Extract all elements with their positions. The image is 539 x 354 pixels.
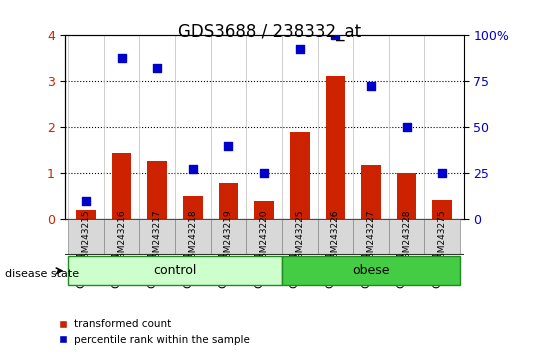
Point [295,46,304,52]
Text: GSM243275: GSM243275 [438,210,447,264]
Bar [361,165,381,219]
Point [402,125,411,130]
FancyBboxPatch shape [140,219,175,255]
FancyBboxPatch shape [317,219,353,255]
Text: control: control [154,264,197,277]
Point [224,143,233,149]
Point [367,83,375,89]
Bar [148,161,167,219]
FancyBboxPatch shape [68,256,282,285]
Text: GSM243220: GSM243220 [260,210,268,264]
Point [153,65,162,70]
Bar [432,200,452,219]
Text: GDS3688 / 238332_at: GDS3688 / 238332_at [178,23,361,41]
Bar [397,173,416,219]
Text: GSM243226: GSM243226 [331,210,340,264]
Text: disease state: disease state [5,269,80,279]
FancyBboxPatch shape [211,219,246,255]
Point [118,56,126,61]
Text: obese: obese [352,264,390,277]
Text: GSM243228: GSM243228 [402,210,411,264]
FancyBboxPatch shape [353,219,389,255]
FancyBboxPatch shape [389,219,424,255]
Text: GSM243219: GSM243219 [224,210,233,264]
Legend: transformed count, percentile rank within the sample: transformed count, percentile rank withi… [54,315,253,349]
FancyBboxPatch shape [68,219,104,255]
Text: GSM243217: GSM243217 [153,210,162,264]
Bar [76,210,96,219]
Point [82,198,91,204]
FancyBboxPatch shape [104,219,140,255]
Bar [183,196,203,219]
Text: GSM243225: GSM243225 [295,210,304,264]
Bar [254,201,274,219]
Point [260,171,268,176]
Bar [219,183,238,219]
FancyBboxPatch shape [282,256,460,285]
Text: GSM243215: GSM243215 [81,210,91,264]
Point [189,166,197,172]
Text: GSM243218: GSM243218 [189,210,197,264]
Point [331,33,340,38]
FancyBboxPatch shape [246,219,282,255]
Text: GSM243216: GSM243216 [117,210,126,264]
FancyBboxPatch shape [175,219,211,255]
FancyBboxPatch shape [282,219,317,255]
Bar [326,76,345,219]
Point [438,171,446,176]
FancyBboxPatch shape [424,219,460,255]
Bar [290,132,309,219]
Bar [112,153,132,219]
Text: GSM243227: GSM243227 [367,210,376,264]
